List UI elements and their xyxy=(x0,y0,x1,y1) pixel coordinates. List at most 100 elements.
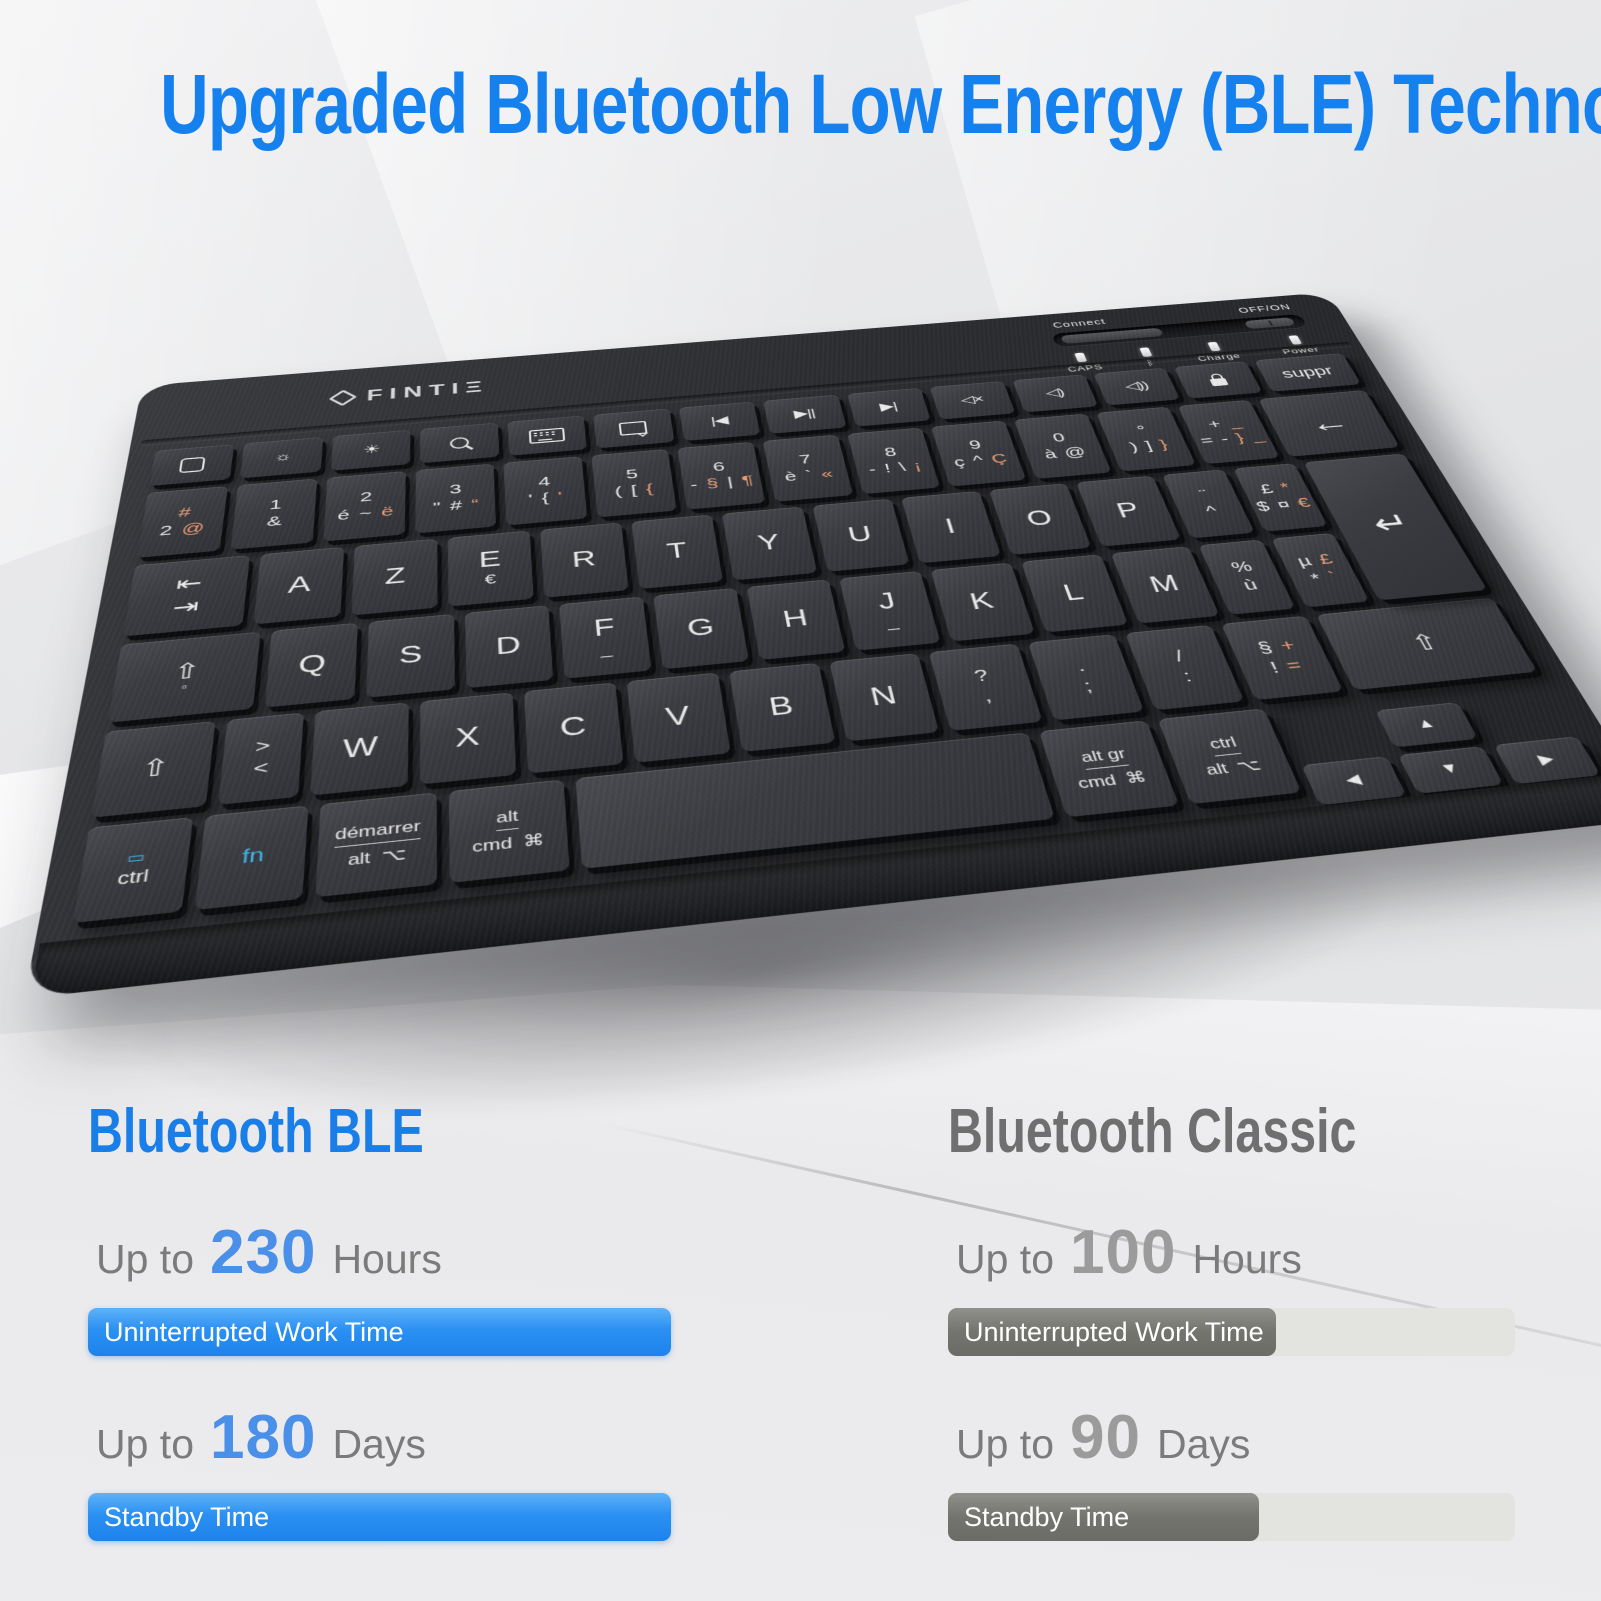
key-left-shift: ⇧ xyxy=(90,721,216,818)
stat-value: 180 xyxy=(210,1403,317,1472)
bar-fill: Standby Time xyxy=(88,1493,671,1541)
page-title: Upgraded Bluetooth Low Energy (BLE) Tech… xyxy=(160,57,1601,151)
key-fn: fn xyxy=(194,805,309,911)
keyboard-key: #2 @ xyxy=(136,486,228,558)
keyboard-key: I xyxy=(901,490,1001,564)
key-volume-down: ◁) xyxy=(1012,374,1099,413)
key-arrow-down: ▼ xyxy=(1397,746,1504,794)
keyboard-key: 8-! \ ¡ xyxy=(847,427,941,495)
stat-value: 90 xyxy=(1070,1403,1141,1472)
keyboard-key: 7 è ` « xyxy=(762,434,853,502)
key-altgr-cmd: alt gr cmd ⌘ xyxy=(1038,720,1180,818)
stat-prefix: Up to xyxy=(96,1421,194,1467)
lock-icon xyxy=(1209,377,1229,387)
keyboard-key: Q xyxy=(264,622,358,708)
key-volume-up: ◁)) xyxy=(1093,367,1181,406)
key-right-shift: ⇧ xyxy=(1316,597,1538,691)
stat-value: 230 xyxy=(210,1218,317,1287)
keyboard-key: V xyxy=(627,672,731,763)
bar-fill: Uninterrupted Work Time xyxy=(948,1308,1276,1356)
key-lock xyxy=(1174,361,1263,399)
keyboard-key: °)]} xyxy=(1096,406,1197,472)
bar-fill: Standby Time xyxy=(948,1493,1259,1541)
connect-button xyxy=(1060,327,1164,344)
key-ctrl-left: ▭ ctrl xyxy=(72,817,194,924)
bar-label: Standby Time xyxy=(964,1501,1130,1532)
key-brightness-up: ☀ xyxy=(330,429,411,471)
stat-prefix: Up to xyxy=(956,1421,1054,1467)
classic-work-stat: Up to 100 Hours xyxy=(956,1217,1515,1288)
classic-standby-bar: Standby Time xyxy=(948,1493,1515,1541)
key-search xyxy=(420,422,500,464)
keyboard-key: J _ xyxy=(839,571,941,651)
keyboard-key: P xyxy=(1076,475,1182,547)
keyboard-key: 2 é ~ ë xyxy=(323,471,407,542)
led-light xyxy=(1074,352,1088,363)
power-switch-knob xyxy=(1243,317,1296,330)
keyboard-key: Z xyxy=(351,538,438,616)
bar-label: Uninterrupted Work Time xyxy=(964,1316,1264,1347)
keyboard-key: L xyxy=(1020,554,1128,633)
keyboard-key: E € xyxy=(447,530,534,607)
keyboard-key: N xyxy=(829,653,940,742)
keyboard-key: 0 à @ xyxy=(1013,413,1112,479)
shot-icon xyxy=(619,420,648,436)
stat-prefix: Up to xyxy=(96,1236,194,1282)
vkbd-icon xyxy=(528,427,566,444)
ble-column: Bluetooth BLE Up to 230 Hours Uninterrup… xyxy=(88,1096,671,1541)
ble-standby-bar: Standby Time xyxy=(88,1493,671,1541)
keyboard-key: F _ xyxy=(559,596,652,679)
key-demarrer-alt: démarrer alt ⌥ xyxy=(315,792,437,898)
keyboard-key: U xyxy=(812,498,910,572)
keyboard-key: X xyxy=(419,692,517,785)
keyboard-key: O xyxy=(989,483,1092,555)
key-suppr: suppr xyxy=(1254,353,1362,392)
key-play-pause: ▶|| xyxy=(763,394,847,434)
keyboard-key: 6- § | ¶ xyxy=(677,441,766,510)
keyboard-key: A xyxy=(253,546,344,625)
classic-work-bar: Uninterrupted Work Time xyxy=(948,1308,1515,1356)
key-brightness-down: ☼ xyxy=(240,437,324,479)
keyboard-key: T xyxy=(631,514,724,590)
key-ctrl-right: ctrl alt ⌥ xyxy=(1157,708,1302,805)
search-icon xyxy=(450,436,470,450)
stat-unit: Days xyxy=(1156,1421,1251,1467)
keyboard-key: > < xyxy=(218,712,304,805)
classic-standby-stat: Up to 90 Days xyxy=(956,1402,1515,1473)
keyboard-key: 3 " # “ xyxy=(415,463,497,534)
key-screenshot xyxy=(593,408,675,449)
stat-unit: Days xyxy=(332,1421,426,1467)
comparison-section: Bluetooth BLE Up to 230 Hours Uninterrup… xyxy=(0,1096,1601,1601)
key-tab: ⇤ ⇥ xyxy=(122,555,250,637)
bar-label: Standby Time xyxy=(104,1501,270,1532)
led-light xyxy=(1138,347,1153,357)
keyboard-key: C xyxy=(524,682,624,774)
keyboard-key: B xyxy=(728,662,836,752)
bar-fill: Uninterrupted Work Time xyxy=(88,1308,671,1356)
key-home xyxy=(149,444,235,487)
led-light xyxy=(1206,341,1221,352)
keyboard-key: D xyxy=(464,605,554,689)
stat-prefix: Up to xyxy=(956,1236,1054,1282)
stat-value: 100 xyxy=(1070,1218,1177,1287)
keyboard-key: H xyxy=(746,579,846,660)
bar-label: Uninterrupted Work Time xyxy=(104,1316,404,1347)
keyboard-key: M xyxy=(1110,546,1221,624)
ble-work-stat: Up to 230 Hours xyxy=(96,1217,655,1288)
key-virtual-keyboard xyxy=(507,415,588,456)
stat-unit: Hours xyxy=(1192,1236,1302,1282)
keyboard-key: G xyxy=(653,587,750,670)
stat-unit: Hours xyxy=(332,1236,442,1282)
ble-standby-stat: Up to 180 Days xyxy=(96,1402,655,1473)
keyboard-key: 1 & xyxy=(230,478,318,550)
keyboard-key: R xyxy=(540,522,630,598)
keyboard-key: 4 '{' xyxy=(504,456,587,526)
brand-logo: FINTIΞ xyxy=(328,377,489,408)
power-label: OFF/ON xyxy=(1236,302,1293,315)
brand-diamond-icon xyxy=(328,389,358,407)
key-caps-lock: ⇧ ▫ xyxy=(107,631,261,723)
keyboard-key: W xyxy=(309,702,409,796)
key-next-track: ▶| xyxy=(846,387,931,427)
brand-text: FINTIΞ xyxy=(366,377,489,405)
home-icon xyxy=(179,456,206,474)
